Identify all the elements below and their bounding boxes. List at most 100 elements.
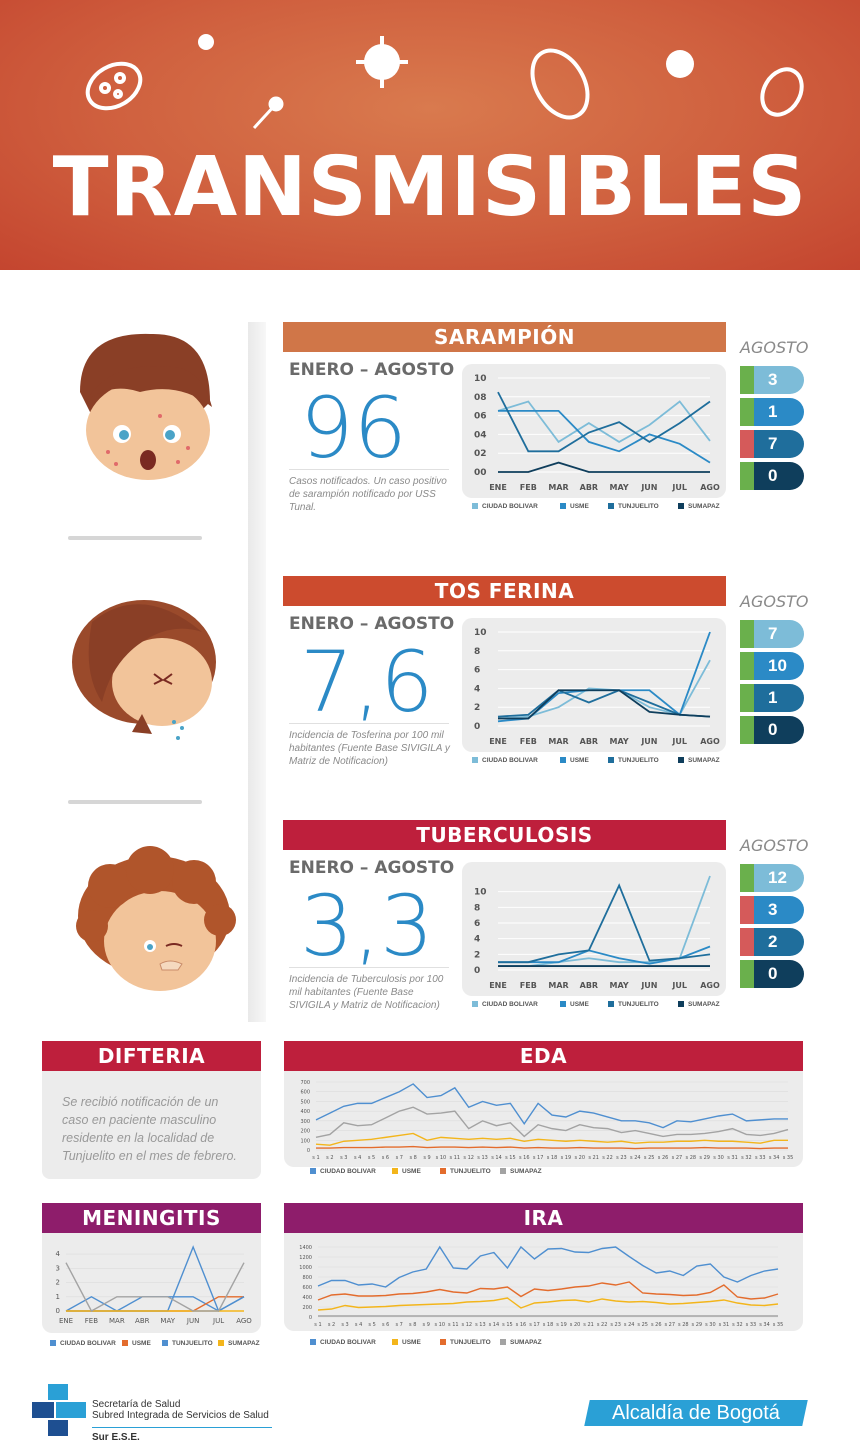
legend-item: SUMAPAZ [500,1339,542,1346]
legend-swatch [560,1001,566,1008]
status-bar [740,398,754,426]
x-tick-label: ABR [580,483,598,492]
agosto-value-3: 0 [740,960,804,988]
y-tick-label: 8 [474,647,480,657]
y-tick-label: 1000 [299,1265,312,1271]
x-tick-label: s 35 [773,1322,784,1328]
agosto-label: AGOSTO [740,592,809,611]
legend-label: TUNJUELITO [618,1001,659,1008]
legend-item: TUNJUELITO [440,1339,491,1346]
y-tick-label: 2 [474,950,480,960]
alcaldia-logo: Alcaldía de Bogotá [584,1400,808,1426]
y-tick-label: 500 [300,1099,310,1105]
line-chart-panel: 10 08 06 04 02 00 ENE FEB MAR ABR MAY JUN JUL AGO [462,364,726,498]
x-tick-label: JUL [671,981,687,990]
legend-swatch [440,1339,446,1346]
line-chart-panel: 10 8 6 4 2 0 ENE FEB MAR ABR MAY JUN JUL AGO [462,618,726,752]
subred-logo-text: Secretaría de Salud Subred Integrada de … [92,1399,272,1443]
eda-title: EDA [284,1041,803,1071]
legend-label: USME [570,757,589,764]
chart-legend: CIUDAD BOLIVAR USME TUNJUELITO SUMAPAZ [472,757,732,767]
x-tick-label: MAY [160,1317,175,1325]
x-tick-label: s 13 [477,1155,488,1161]
status-bar [740,652,754,680]
ira-legend: CIUDAD BOLIVAR USME TUNJUELITO SUMAPAZ [300,1339,800,1351]
legend-item: CIUDAD BOLIVAR [472,503,538,510]
legend-label: SUMAPAZ [510,1168,542,1175]
y-tick-label: 0 [56,1307,60,1315]
x-tick-label: s 31 [727,1155,738,1161]
x-tick-label: MAR [548,483,568,492]
legend-item: TUNJUELITO [608,503,659,510]
legend-label: CIUDAD BOLIVAR [482,1001,538,1008]
x-tick-label: JUN [640,737,657,746]
x-tick-label: JUN [186,1317,199,1325]
bacteria-icon [356,36,408,88]
x-tick-label: s 24 [630,1155,641,1161]
x-tick-label: s 12 [462,1322,473,1328]
y-tick-label: 10 [474,628,487,638]
x-tick-label: MAR [109,1317,125,1325]
y-tick-label: 0 [474,966,480,976]
series-line [66,1245,245,1313]
agosto-number: 2 [768,932,778,951]
difteria-title: DIFTERIA [42,1041,261,1071]
virus-icon [198,34,214,50]
legend-item: SUMAPAZ [678,503,720,510]
legend-label: USME [570,503,589,510]
x-tick-label: s 33 [746,1322,757,1328]
x-tick-label: s 34 [769,1155,780,1161]
series-line [498,883,711,964]
ira-title: IRA [284,1203,803,1233]
y-tick-label: 3 [56,1264,60,1272]
x-tick-label: MAR [548,981,568,990]
y-tick-label: 0 [307,1148,310,1154]
legend-swatch [678,503,684,510]
y-tick-label: 00 [474,468,487,478]
agosto-number: 12 [768,868,787,887]
y-tick-label: 10 [474,888,487,898]
y-tick-label: 200 [300,1129,310,1135]
legend-swatch [608,1001,614,1008]
series-line [497,689,711,718]
logo-line-1: Secretaría de Salud [92,1399,181,1410]
x-tick-label: s 15 [505,1155,516,1161]
legend-swatch [472,757,478,764]
legend-label: CIUDAD BOLIVAR [482,503,538,510]
legend-label: USME [570,1001,589,1008]
page-title: TRANSMISIBLES [52,140,808,235]
x-tick-label: s 14 [491,1155,502,1161]
legend-item: USME [560,503,589,510]
legend-label: SUMAPAZ [688,503,720,510]
x-tick-label: s 32 [741,1155,752,1161]
series-line [315,1132,788,1146]
agosto-value-3: 0 [740,716,804,744]
x-tick-label: s 7 [396,1155,403,1161]
legend-item: SUMAPAZ [218,1340,260,1347]
x-tick-label: s 7 [395,1322,402,1328]
series-line [498,461,710,473]
x-tick-label: s 5 [368,1155,375,1161]
section-title: TOS FERINA [283,576,726,606]
x-tick-label: s 9 [423,1155,430,1161]
y-tick-label: 8 [474,903,480,913]
x-tick-label: s 2 [328,1322,335,1328]
status-bar [740,864,754,892]
x-tick-label: s 19 [556,1322,567,1328]
legend-swatch [472,1001,478,1008]
y-tick-label: 700 [300,1080,310,1086]
series-line [315,1106,789,1139]
x-tick-label: s 30 [705,1322,716,1328]
note-text: Incidencia de Tosferina por 100 mil habi… [289,730,450,767]
x-tick-label: s 12 [463,1155,474,1161]
meningitis-chart-panel: 4 3 2 1 0 ENE FEB MAR ABR MAY JUN JUL AGO [42,1233,261,1333]
x-tick-label: s 25 [644,1155,655,1161]
series-line [498,875,711,967]
legend-item: SUMAPAZ [678,757,720,764]
legend-swatch [560,757,566,764]
legend-item: USME [560,757,589,764]
x-tick-label: s 27 [672,1155,683,1161]
status-bar [740,462,754,490]
x-tick-label: JUL [212,1317,224,1325]
big-value: 7,6 [300,633,434,731]
